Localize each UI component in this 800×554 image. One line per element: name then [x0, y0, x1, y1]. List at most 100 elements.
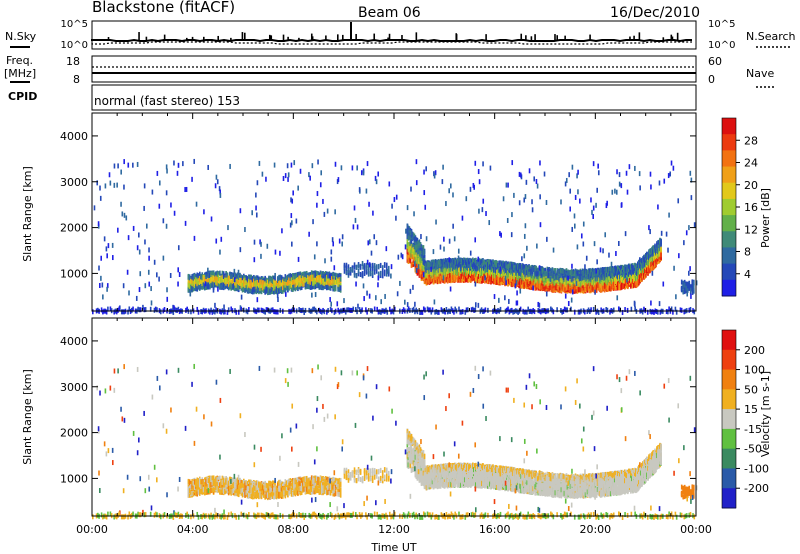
power-cell	[313, 284, 316, 290]
power-cell	[282, 288, 284, 294]
power-cell	[419, 260, 422, 266]
power-cell	[421, 247, 424, 253]
power-cell	[524, 276, 526, 282]
power-cell	[266, 279, 269, 285]
power-cell	[408, 257, 411, 263]
power-cell	[279, 287, 282, 293]
power-cell	[409, 246, 412, 252]
power-cell	[505, 264, 507, 270]
power-cell	[324, 284, 327, 290]
power-cell	[355, 273, 358, 279]
power-cell	[426, 273, 429, 279]
power-cell	[452, 264, 455, 270]
power-cell	[488, 274, 490, 280]
power-cell	[195, 277, 197, 283]
power-cell	[513, 265, 515, 271]
freq-panel: Freq. [MHz] 18 8 60 0 Nave	[4, 54, 776, 88]
power-cell	[438, 268, 441, 274]
power-cell	[200, 274, 202, 280]
power-cell	[408, 231, 411, 237]
power-cell	[244, 283, 246, 289]
power-cell	[485, 262, 487, 268]
power-cell	[462, 265, 465, 271]
power-cell	[424, 273, 427, 279]
power-cell	[288, 282, 290, 288]
power-cell	[535, 271, 538, 277]
power-cell	[212, 282, 215, 288]
power-cell	[509, 273, 511, 279]
power-cell	[537, 274, 540, 280]
power-cell	[498, 260, 500, 266]
power-cell	[418, 272, 421, 278]
power-cell	[302, 281, 304, 287]
power-cell	[509, 280, 511, 286]
power-cell	[258, 276, 260, 282]
power-cell	[513, 278, 515, 284]
power-cell	[536, 268, 539, 274]
power-cell	[210, 271, 212, 277]
power-cell	[187, 278, 190, 284]
power-cell	[407, 229, 410, 235]
power-cell	[511, 269, 513, 275]
power-cell	[415, 237, 418, 243]
power-cell	[541, 280, 544, 286]
power-cell	[240, 277, 243, 283]
power-cell	[445, 265, 448, 271]
power-cell	[200, 278, 202, 284]
power-cell	[440, 274, 443, 280]
power-cell	[359, 271, 362, 277]
power-cell	[406, 245, 409, 251]
power-cell	[484, 278, 486, 284]
power-cell	[465, 261, 468, 267]
power-cell	[229, 275, 231, 281]
power-cell	[273, 282, 275, 288]
power-cell	[496, 274, 498, 280]
power-cell	[537, 267, 540, 273]
power-cell	[413, 233, 416, 239]
power-cell	[448, 272, 451, 278]
power-cell	[423, 259, 426, 265]
power-cell	[495, 272, 497, 278]
power-cell	[410, 252, 413, 258]
nsky-panel: N.Sky 10^5 10^0 10^5 10^0 N.Search	[5, 19, 796, 51]
power-cell	[474, 263, 476, 269]
power-cell	[508, 263, 510, 269]
power-cell	[472, 257, 474, 263]
power-cell	[534, 273, 537, 279]
power-cell	[415, 252, 418, 258]
power-cell	[250, 279, 253, 285]
power-cell	[471, 258, 473, 264]
power-cell	[447, 262, 450, 268]
power-cell	[305, 272, 308, 278]
power-cell	[215, 275, 217, 281]
power-cell	[459, 270, 462, 276]
power-cell	[456, 270, 459, 276]
power-cell	[441, 267, 444, 273]
power-cell	[375, 264, 378, 270]
power-cell	[273, 275, 275, 281]
power-cell	[471, 271, 473, 277]
power-cell	[292, 279, 294, 285]
power-cell	[451, 263, 454, 269]
power-cell	[329, 280, 332, 286]
power-cell	[456, 277, 459, 283]
power-cell	[527, 279, 529, 285]
power-cell	[530, 271, 533, 277]
power-cell	[437, 271, 440, 277]
power-cell	[333, 283, 336, 289]
power-cell	[263, 287, 265, 293]
power-cell	[410, 230, 413, 236]
power-cell	[492, 278, 494, 284]
power-cell	[453, 259, 456, 265]
power-cell	[288, 273, 290, 279]
power-cell	[506, 275, 508, 281]
power-cell	[216, 276, 219, 282]
power-cell	[319, 271, 322, 277]
power-cell	[504, 278, 506, 284]
power-cell	[237, 278, 240, 284]
power-cell	[500, 272, 502, 278]
power-cell	[214, 276, 216, 282]
power-cell	[298, 282, 300, 288]
power-cell	[310, 281, 313, 287]
power-cell	[538, 268, 541, 274]
